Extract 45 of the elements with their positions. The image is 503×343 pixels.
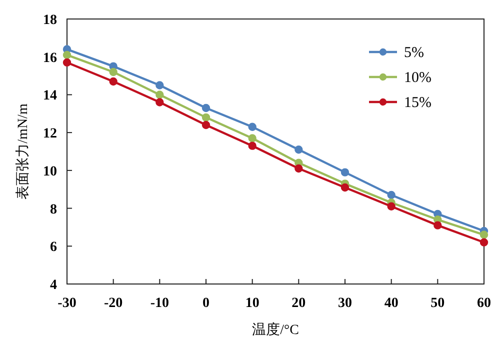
x-tick-label: 20 [292, 296, 306, 311]
y-tick-label: 10 [43, 164, 57, 180]
point [248, 142, 256, 150]
point [248, 134, 256, 142]
point [109, 77, 118, 86]
legend-label: 5% [404, 45, 424, 61]
y-tick-label: 14 [43, 88, 57, 104]
x-tick-label: 60 [477, 296, 491, 311]
point [109, 68, 118, 76]
point [156, 98, 164, 106]
point [62, 50, 72, 60]
point [434, 221, 442, 230]
y-axis-title: 表面张力/mN/m [15, 104, 31, 200]
point [156, 81, 164, 90]
x-tick-label: 10 [245, 296, 260, 311]
y-tick-label: 8 [50, 202, 57, 218]
y-tick-label: 16 [43, 50, 57, 66]
point [202, 113, 210, 122]
x-tick-label: 30 [338, 296, 352, 311]
point [62, 58, 72, 67]
x-tick-label: 50 [430, 296, 445, 311]
point [480, 238, 488, 246]
x-tick-label: -30 [58, 296, 76, 311]
point [340, 183, 350, 192]
point [480, 230, 488, 239]
point [294, 146, 303, 154]
y-tick-label: 18 [43, 13, 57, 28]
y-tick-label: 6 [50, 240, 57, 256]
point [294, 164, 303, 173]
point [387, 190, 396, 200]
y-tick-label: 4 [50, 278, 57, 293]
point [156, 90, 164, 99]
point [387, 202, 396, 210]
legend-label: 15% [404, 95, 432, 111]
point [340, 168, 350, 176]
point [248, 122, 256, 131]
x-tick-label: 40 [384, 296, 398, 311]
x-tick-label: -10 [150, 296, 170, 311]
y-tick-label: 12 [43, 126, 57, 142]
x-tick-label: -20 [104, 296, 123, 311]
point [202, 104, 210, 112]
x-tick-label: 0 [202, 296, 210, 311]
legend-label: 10% [404, 70, 432, 86]
point [202, 120, 210, 130]
x-axis-title: 温度/°C [252, 322, 299, 338]
